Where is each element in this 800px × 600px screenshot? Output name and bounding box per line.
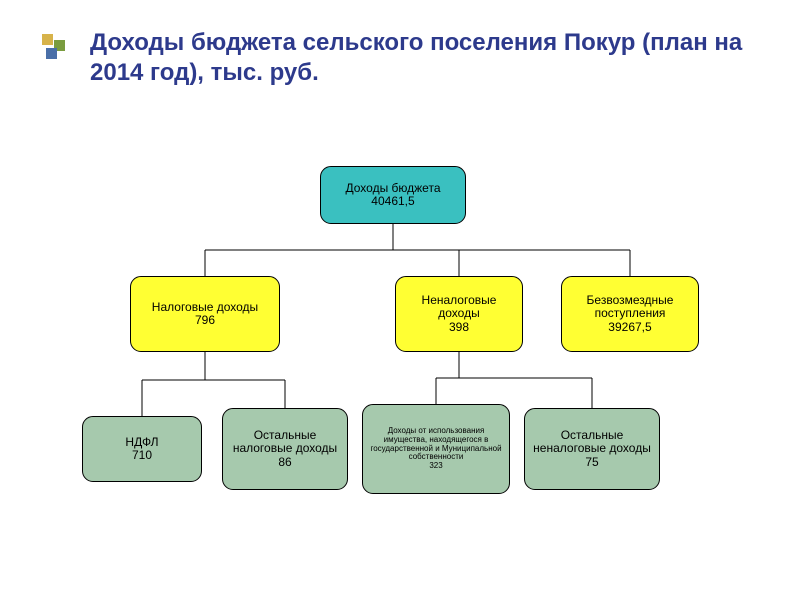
- deco-square: [46, 48, 57, 59]
- tree-node-property: Доходы от использования имущества, наход…: [362, 404, 510, 494]
- tree-node-tax: Налоговые доходы796: [130, 276, 280, 352]
- tree-node-gratis: Безвозмездные поступления39267,5: [561, 276, 699, 352]
- node-label: Безвозмездные поступления: [566, 294, 694, 321]
- deco-square: [42, 34, 53, 45]
- node-value: 75: [585, 456, 598, 469]
- node-label: Остальные неналоговые доходы: [529, 429, 655, 456]
- tree-node-other_tax: Остальные налоговые доходы86: [222, 408, 348, 490]
- node-label: Остальные налоговые доходы: [227, 429, 343, 456]
- node-label: Налоговые доходы: [152, 301, 258, 314]
- node-value: 86: [278, 456, 291, 469]
- tree-node-other_nontax: Остальные неналоговые доходы75: [524, 408, 660, 490]
- tree-node-ndfl: НДФЛ710: [82, 416, 202, 482]
- node-label: Доходы от использования имущества, наход…: [367, 427, 505, 463]
- node-value: 40461,5: [371, 195, 414, 208]
- node-label: Доходы бюджета: [346, 182, 441, 195]
- slide: { "title": { "text": "Доходы бюджета сел…: [0, 0, 800, 600]
- node-value: 796: [195, 314, 215, 327]
- node-label: Неналоговые доходы: [400, 294, 518, 321]
- tree-node-root: Доходы бюджета40461,5: [320, 166, 466, 224]
- tree-node-nontax: Неналоговые доходы398: [395, 276, 523, 352]
- node-value: 710: [132, 449, 152, 462]
- slide-title: Доходы бюджета сельского поселения Покур…: [90, 28, 760, 88]
- node-value: 323: [429, 462, 442, 471]
- node-value: 398: [449, 321, 469, 334]
- title-bullet-decoration: [42, 34, 76, 68]
- node-label: НДФЛ: [125, 436, 158, 449]
- node-value: 39267,5: [608, 321, 651, 334]
